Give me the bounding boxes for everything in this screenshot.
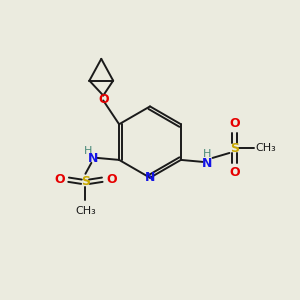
Text: O: O [107, 173, 118, 186]
Text: N: N [202, 158, 212, 170]
Text: H: H [84, 146, 93, 156]
Text: N: N [145, 171, 155, 184]
Text: CH₃: CH₃ [256, 143, 277, 153]
Text: S: S [81, 175, 90, 188]
Text: O: O [54, 173, 65, 186]
Text: CH₃: CH₃ [75, 206, 96, 216]
Text: O: O [229, 117, 240, 130]
Text: O: O [229, 166, 240, 179]
Text: N: N [88, 152, 98, 165]
Text: S: S [230, 142, 239, 154]
Text: H: H [202, 149, 211, 159]
Text: O: O [98, 93, 109, 106]
